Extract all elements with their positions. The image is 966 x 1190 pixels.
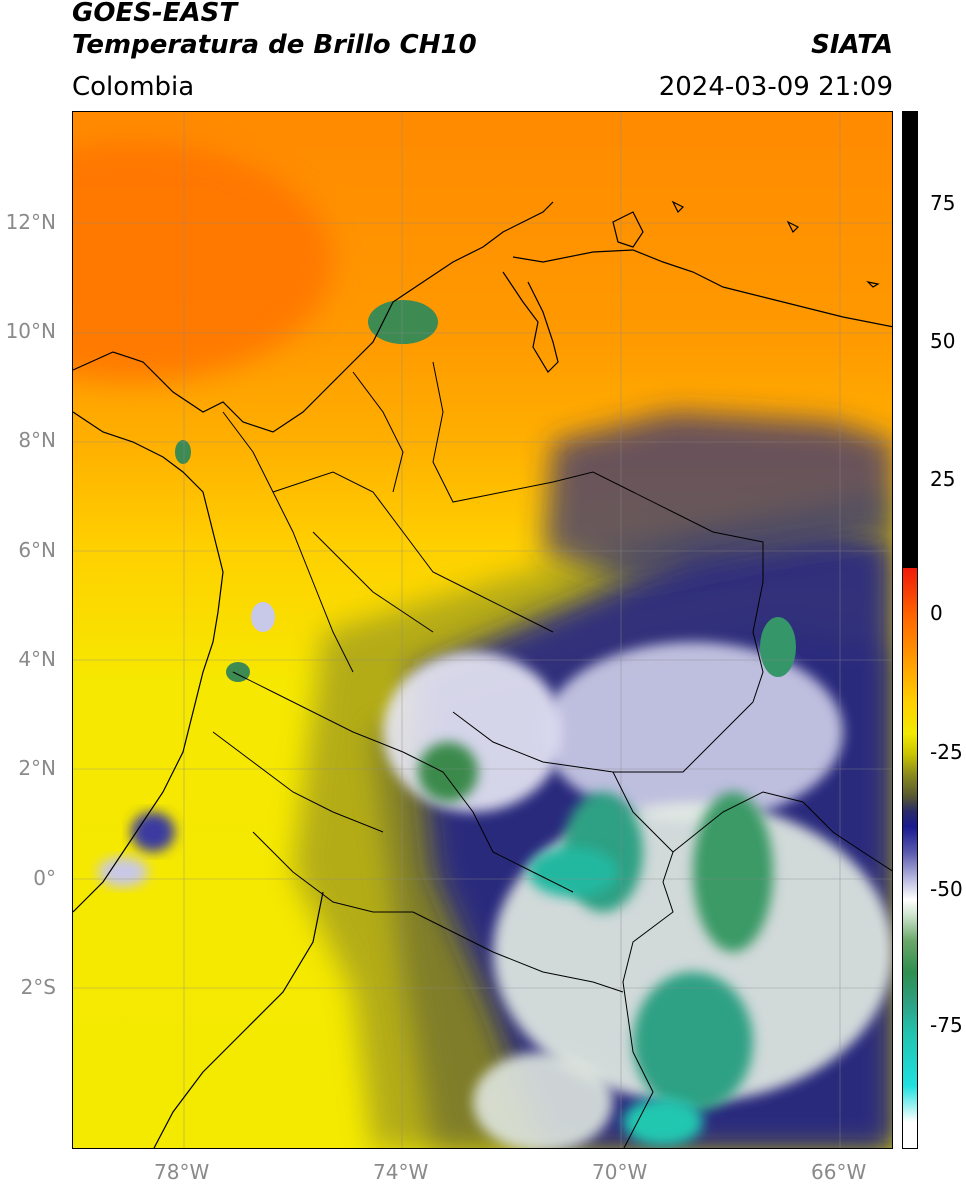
colorbar-tick-label: -75 bbox=[930, 1013, 963, 1037]
colorbar-tick-label: 0 bbox=[930, 601, 943, 625]
admin-borders bbox=[212, 361, 892, 1148]
lat-tick-label: 0° bbox=[33, 866, 56, 890]
cold-top-3 bbox=[760, 617, 796, 677]
satellite-map bbox=[72, 111, 893, 1149]
colorbar-tick-label: -25 bbox=[930, 740, 963, 764]
timestamp-label: 2024-03-09 21:09 bbox=[658, 72, 893, 102]
graticule bbox=[73, 112, 892, 1148]
colorbar-tick-label: 75 bbox=[930, 191, 956, 215]
cloud-top-2 bbox=[543, 642, 843, 822]
cold-top-1 bbox=[368, 300, 438, 344]
title-line-2: Temperatura de Brillo CH10 bbox=[72, 30, 477, 60]
lat-tick-label: 2°S bbox=[20, 975, 56, 999]
lat-tick-label: 4°N bbox=[18, 647, 56, 671]
colorbar-tick-label: 25 bbox=[930, 467, 956, 491]
title-line-1: GOES-EAST bbox=[72, 0, 238, 28]
lat-tick-label: 2°N bbox=[18, 756, 56, 780]
lat-tick-label: 10°N bbox=[5, 319, 56, 343]
cold-top-5 bbox=[693, 792, 773, 952]
cloud-small-1 bbox=[251, 602, 275, 632]
lat-tick-label: 8°N bbox=[18, 428, 56, 452]
cloud-small-2 bbox=[131, 812, 175, 852]
colorbar-tick-label: -50 bbox=[930, 877, 963, 901]
lat-tick-label: 12°N bbox=[5, 210, 56, 234]
cloud-top-4 bbox=[473, 1052, 613, 1148]
map-svg bbox=[73, 112, 892, 1148]
lon-tick-label: 78°W bbox=[154, 1160, 210, 1184]
org-label: SIATA bbox=[811, 30, 893, 60]
cold-top-2 bbox=[418, 742, 478, 802]
cold-top-8 bbox=[623, 1098, 703, 1146]
region-label: Colombia bbox=[72, 72, 195, 102]
navy-cloud-north bbox=[543, 412, 892, 582]
warm-region bbox=[73, 142, 333, 382]
lat-tick-label: 6°N bbox=[18, 538, 56, 562]
lon-tick-label: 70°W bbox=[592, 1160, 648, 1184]
colorbar bbox=[902, 111, 918, 1149]
lon-tick-label: 74°W bbox=[373, 1160, 429, 1184]
colorbar-tick-label: 50 bbox=[930, 329, 956, 353]
cold-top-9 bbox=[175, 440, 191, 464]
cold-top-7 bbox=[633, 972, 753, 1112]
cold-top-6 bbox=[528, 847, 618, 897]
lon-tick-label: 66°W bbox=[811, 1160, 867, 1184]
cloud-small-3 bbox=[98, 857, 148, 887]
coastlines bbox=[73, 200, 892, 1148]
